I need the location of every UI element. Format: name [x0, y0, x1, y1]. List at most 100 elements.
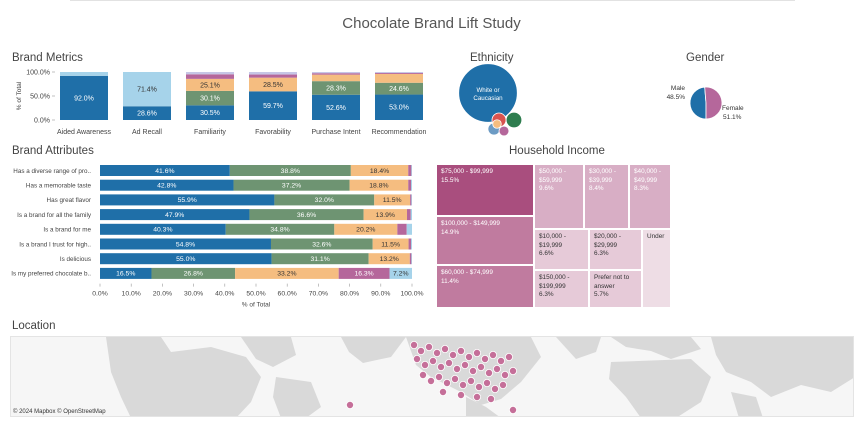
household-income-treemap: $75,000 - $99,999 15.5% $100,000 - $149,99… — [436, 164, 671, 308]
bar-data-label: 47.9% — [165, 212, 184, 219]
bar-data-label: 28.5% — [263, 82, 283, 89]
treemap-cell-label: $150,000 - $199,999 — [539, 274, 570, 290]
gender-value: 48.5% — [667, 94, 686, 101]
bar-segment — [349, 179, 409, 191]
bar-data-label: 16.3% — [354, 271, 373, 278]
bar-data-label: 18.8% — [369, 183, 388, 190]
treemap-cell-label: $50,000 - $59,999 — [539, 168, 567, 184]
bar-segment — [186, 78, 234, 91]
treemap-cell-label: $60,000 - $74,999 — [441, 269, 493, 276]
bar-data-label: 24.6% — [389, 86, 409, 93]
bar-segment — [312, 73, 360, 75]
bar-data-label: 71.4% — [137, 87, 157, 94]
map-landmass — [106, 337, 853, 416]
bar-segment — [410, 209, 412, 221]
gender-slice — [689, 86, 707, 120]
treemap-cell: Under — [642, 229, 671, 308]
x-tick-label: 60.0% — [278, 291, 297, 298]
bar-segment — [249, 77, 297, 92]
y-category-label: Is a brand for me — [43, 227, 91, 234]
treemap-cell-value: 6.6% — [539, 250, 554, 257]
bar-segment — [408, 165, 412, 176]
bar-segment — [233, 179, 350, 191]
bar-data-label: 53.0% — [389, 105, 409, 112]
ethnicity-bubble — [498, 125, 510, 137]
x-tick-label: 40.0% — [215, 291, 234, 298]
bar-segment — [372, 238, 409, 250]
bar-segment — [100, 209, 250, 221]
bar-segment — [60, 75, 108, 120]
x-tick-label: 100.0% — [400, 291, 423, 298]
bar-segment — [186, 72, 234, 75]
bar-segment — [225, 223, 335, 235]
bar-data-label: 30.5% — [200, 110, 220, 117]
bar-segment — [411, 179, 412, 191]
treemap-cell: $60,000 - $74,999 11.4% — [436, 265, 534, 308]
dashboard-title: Chocolate Brand Lift Study — [342, 15, 521, 32]
treemap-cell-label: $100,000 - $149,999 — [441, 220, 500, 227]
x-category-label: Familiarity — [194, 129, 226, 136]
brand-metrics-chart: 100.0% 50.0% 0.0% % of Total 92.0% Aided Awar… — [16, 70, 427, 137]
bar-segment — [100, 223, 226, 235]
bar-segment — [411, 253, 412, 265]
location-map[interactable] — [10, 336, 854, 417]
treemap-cell-value: 14.9% — [441, 228, 460, 236]
map-credit: © 2024 Mapbox © OpenStreetMap — [13, 409, 106, 415]
treemap-cell: $75,000 - $99,999 15.5% — [436, 164, 534, 216]
x-tick-label: 50.0% — [246, 291, 265, 298]
bar-segment — [235, 267, 339, 279]
bar-data-label: 20.2% — [356, 227, 375, 234]
bar-segment — [186, 74, 234, 79]
ethnicity-bubble-label: Caucasian — [473, 95, 503, 102]
bar-data-label: 32.0% — [315, 197, 334, 204]
bar-data-label: 25.1% — [200, 82, 220, 89]
bar-segment — [312, 72, 360, 74]
bar-data-label: 42.8% — [157, 183, 176, 190]
treemap-cell-value: 5.7% — [594, 291, 609, 298]
bar-segment — [411, 165, 412, 176]
bar-segment — [374, 194, 411, 206]
bar-segment — [312, 74, 360, 82]
treemap-cell: $20,000 - $29,999 6.3% — [589, 229, 642, 270]
treemap-cell-value: 15.5% — [441, 176, 460, 184]
bar-segment — [409, 253, 412, 265]
bar-data-label: 37.2% — [282, 183, 301, 190]
bar-segment — [100, 194, 275, 206]
bar-segment — [100, 253, 272, 265]
treemap-cell-label: $40,000 - $49,999 — [634, 168, 662, 184]
bar-segment — [375, 82, 423, 95]
bar-data-label: 13.2% — [380, 256, 399, 263]
bar-data-label: 59.7% — [263, 103, 283, 110]
bar-data-label: 28.6% — [137, 111, 157, 118]
treemap-cell-value: 11.4% — [441, 277, 459, 285]
bar-segment — [410, 194, 412, 206]
y-category-label: Has a memorable taste — [26, 183, 92, 190]
bar-segment — [397, 223, 407, 235]
bar-segment — [407, 209, 411, 221]
bar-segment — [408, 238, 412, 250]
gender-slice — [704, 86, 723, 120]
bar-data-label: 55.0% — [176, 256, 195, 263]
x-tick-label: 10.0% — [122, 291, 141, 298]
treemap-cell-value: 6.3% — [539, 291, 554, 298]
respondent-markers — [345, 341, 517, 415]
gender-label: Male — [671, 85, 685, 92]
bar-data-label: 92.0% — [74, 95, 94, 102]
treemap-cell: $40,000 - $49,999 8.3% — [629, 164, 671, 229]
ethnicity-bubble — [492, 119, 502, 129]
bar-segment — [249, 209, 364, 221]
bar-segment — [274, 194, 375, 206]
treemap-cell-label: $30,000 - $39,999 — [589, 168, 617, 184]
bar-data-label: 40.3% — [153, 227, 172, 234]
bar-segment — [151, 267, 236, 279]
bar-segment — [312, 94, 360, 120]
treemap-cell-value: 8.4% — [589, 185, 604, 192]
bar-segment — [186, 90, 234, 106]
bar-segment — [375, 72, 423, 73]
y-tick-label: 0.0% — [34, 118, 50, 125]
bar-data-label: 32.6% — [312, 241, 331, 248]
y-category-label: Is delicious — [60, 256, 91, 263]
bar-data-label: 41.6% — [155, 168, 174, 175]
brand-attributes-title: Brand Attributes — [12, 145, 94, 157]
bar-segment — [375, 72, 423, 74]
